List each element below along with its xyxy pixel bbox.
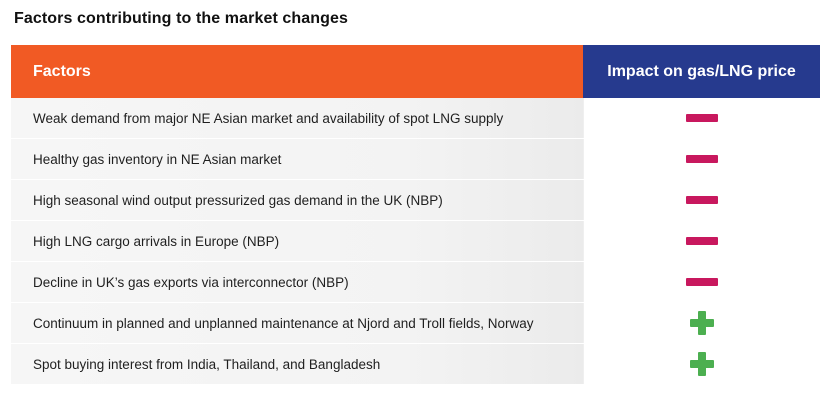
factor-cell: Healthy gas inventory in NE Asian market bbox=[11, 139, 583, 179]
minus-icon bbox=[686, 237, 718, 245]
factor-cell: Spot buying interest from India, Thailan… bbox=[11, 344, 583, 384]
minus-icon bbox=[686, 196, 718, 204]
table-row: Decline in UK’s gas exports via intercon… bbox=[11, 262, 820, 302]
factors-column-header: Factors bbox=[11, 45, 583, 98]
impact-cell bbox=[583, 139, 820, 179]
impact-cell bbox=[583, 180, 820, 220]
minus-icon bbox=[686, 114, 718, 122]
table-row: Continuum in planned and unplanned maint… bbox=[11, 303, 820, 343]
impact-cell bbox=[583, 262, 820, 302]
factor-cell: High LNG cargo arrivals in Europe (NBP) bbox=[11, 221, 583, 261]
table-row: Healthy gas inventory in NE Asian market bbox=[11, 139, 820, 179]
plus-icon bbox=[690, 352, 714, 376]
impact-cell bbox=[583, 344, 820, 384]
factors-table: Factors Impact on gas/LNG price Weak dem… bbox=[11, 45, 820, 384]
table-row: High LNG cargo arrivals in Europe (NBP) bbox=[11, 221, 820, 261]
minus-icon bbox=[686, 155, 718, 163]
table-row: Weak demand from major NE Asian market a… bbox=[11, 98, 820, 138]
impact-cell bbox=[583, 303, 820, 343]
impact-cell bbox=[583, 98, 820, 138]
table-header: Factors Impact on gas/LNG price bbox=[11, 45, 820, 98]
page-title: Factors contributing to the market chang… bbox=[14, 10, 349, 27]
factor-cell: Continuum in planned and unplanned maint… bbox=[11, 303, 583, 343]
table-row: Spot buying interest from India, Thailan… bbox=[11, 344, 820, 384]
factor-cell: High seasonal wind output pressurized ga… bbox=[11, 180, 583, 220]
plus-icon bbox=[690, 311, 714, 335]
impact-column-header: Impact on gas/LNG price bbox=[583, 45, 820, 98]
factor-cell: Decline in UK’s gas exports via intercon… bbox=[11, 262, 583, 302]
factor-cell: Weak demand from major NE Asian market a… bbox=[11, 98, 583, 138]
impact-cell bbox=[583, 221, 820, 261]
table-row: High seasonal wind output pressurized ga… bbox=[11, 180, 820, 220]
minus-icon bbox=[686, 278, 718, 286]
